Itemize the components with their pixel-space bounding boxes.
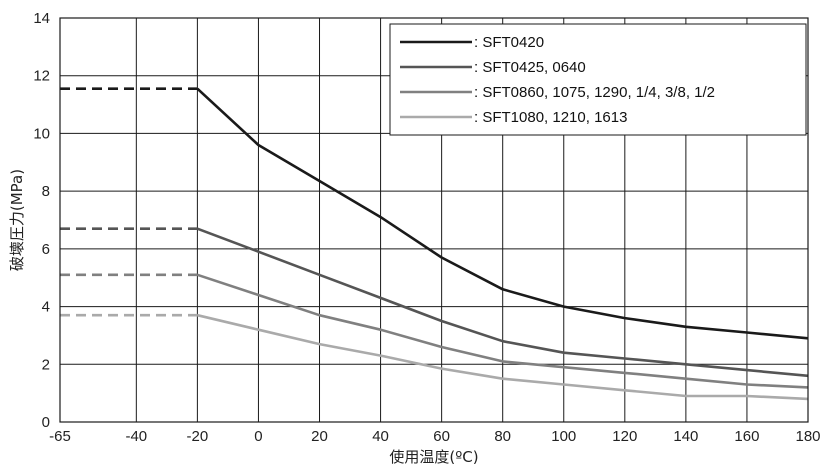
x-tick-label: -40 bbox=[125, 428, 147, 445]
y-tick-label: 4 bbox=[42, 299, 50, 316]
x-tick-label: 160 bbox=[734, 428, 759, 445]
series-1 bbox=[60, 87, 809, 340]
y-axis-title: 破壊圧力(MPa) bbox=[8, 169, 26, 271]
y-tick-label: 6 bbox=[42, 241, 50, 258]
x-axis-title: 使用温度(ºC) bbox=[389, 448, 478, 466]
x-tick-label: 100 bbox=[551, 428, 576, 445]
series-3 bbox=[60, 273, 809, 389]
y-axis-ticks: 0 2 4 6 8 10 12 14 bbox=[33, 10, 50, 431]
series-3-line bbox=[196, 273, 809, 389]
series-4 bbox=[60, 313, 809, 401]
x-tick-label: 140 bbox=[673, 428, 698, 445]
x-tick-label: 80 bbox=[494, 428, 511, 445]
y-tick-label: 14 bbox=[33, 10, 50, 27]
legend-label: : SFT0425, 0640 bbox=[474, 59, 586, 76]
y-tick-label: 2 bbox=[42, 356, 50, 373]
series-layer bbox=[60, 87, 809, 401]
x-tick-label: -65 bbox=[49, 428, 71, 445]
series-1-line bbox=[196, 87, 809, 340]
y-tick-label: 8 bbox=[42, 183, 50, 200]
series-2 bbox=[60, 227, 809, 378]
x-tick-label: 180 bbox=[795, 428, 820, 445]
x-tick-label: 60 bbox=[433, 428, 450, 445]
legend-label: : SFT1080, 1210, 1613 bbox=[474, 109, 627, 126]
y-tick-label: 12 bbox=[33, 68, 50, 85]
x-tick-label: 0 bbox=[254, 428, 262, 445]
series-4-line bbox=[197, 313, 809, 401]
series-2-line bbox=[196, 227, 809, 378]
legend-label: : SFT0420 bbox=[474, 34, 544, 51]
x-tick-label: 20 bbox=[311, 428, 328, 445]
legend: : SFT0420 : SFT0425, 0640 : SFT0860, 1075,… bbox=[389, 23, 807, 136]
x-axis-ticks: -65 -40 -20 0 20 40 60 80 100 120 140 160 180 bbox=[49, 428, 820, 445]
legend-label: : SFT0860, 1075, 1290, 1/4, 3/8, 1/2 bbox=[474, 84, 715, 101]
y-tick-label: 0 bbox=[42, 414, 50, 431]
x-tick-label: 120 bbox=[612, 428, 637, 445]
y-tick-label: 10 bbox=[33, 125, 50, 142]
x-tick-label: 40 bbox=[372, 428, 389, 445]
plot-frame bbox=[59, 17, 809, 423]
x-tick-label: -20 bbox=[187, 428, 209, 445]
